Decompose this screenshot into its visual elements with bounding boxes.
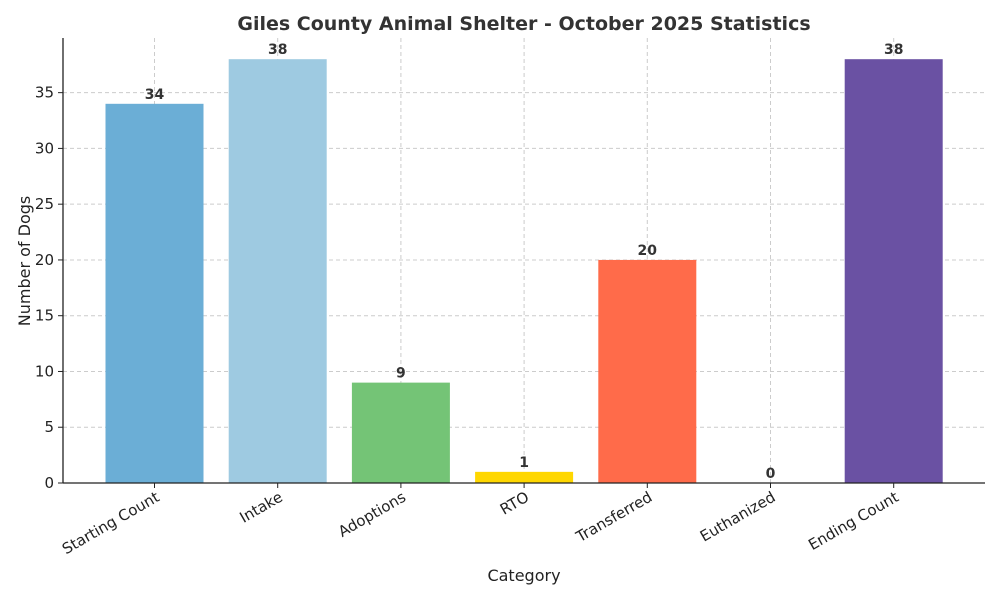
bar-transferred: [598, 259, 697, 483]
x-tick-label: Intake: [237, 488, 286, 527]
y-tick-label: 15: [35, 307, 54, 325]
y-tick-label: 20: [35, 251, 54, 269]
x-ticks: Starting Count Intake Adoptions RTO Transfer…: [59, 483, 902, 558]
y-tick-label: 5: [44, 418, 54, 436]
y-tick-label: 25: [35, 195, 54, 213]
data-label: 20: [638, 243, 658, 259]
data-label: 38: [884, 42, 903, 58]
x-tick-label: RTO: [497, 488, 532, 519]
bar-adoptions: [351, 382, 450, 483]
x-tick-label: Euthanized: [697, 488, 779, 546]
y-tick-label: 10: [35, 362, 54, 380]
y-tick-label: 35: [35, 84, 54, 102]
x-tick-label: Transferred: [572, 488, 655, 546]
chart-title: Giles County Animal Shelter - October 20…: [237, 13, 810, 35]
y-ticks: 0 5 10 15 20 25 30 35: [35, 84, 63, 492]
bar-intake: [228, 59, 327, 483]
data-label: 38: [268, 42, 287, 58]
x-tick-label: Ending Count: [805, 488, 902, 554]
y-tick-label: 0: [44, 474, 54, 492]
bar-starting-count: [105, 103, 204, 483]
data-label: 0: [766, 466, 776, 482]
data-label: 1: [519, 455, 529, 471]
data-label: 9: [396, 366, 406, 382]
bars: [105, 59, 943, 483]
data-label: 34: [145, 87, 165, 103]
x-tick-label: Starting Count: [59, 488, 163, 558]
y-tick-label: 30: [35, 139, 54, 157]
x-axis-label: Category: [487, 566, 560, 585]
data-labels: 34 38 9 1 20 0 38: [145, 42, 904, 482]
x-tick-label: Adoptions: [335, 488, 409, 541]
bar-rto: [475, 471, 574, 483]
y-axis-label: Number of Dogs: [15, 196, 34, 326]
bar-ending-count: [844, 59, 943, 483]
